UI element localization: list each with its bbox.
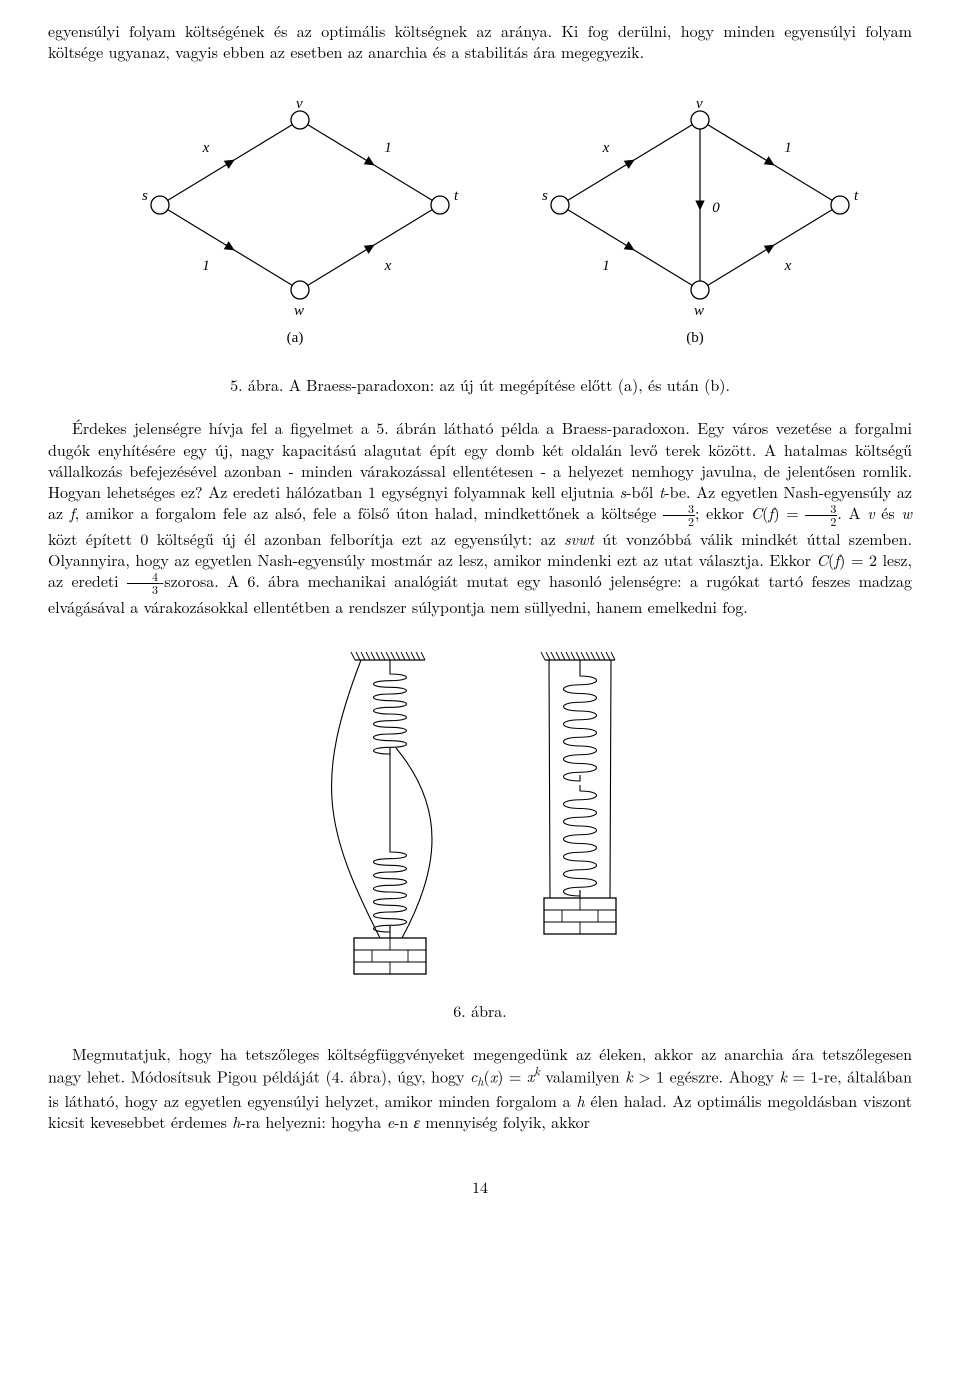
svg-text:s: s bbox=[542, 188, 548, 204]
body-paragraph-2: Érdekes jelenségre hívja fel a figyelmet… bbox=[48, 417, 912, 617]
svg-text:w: w bbox=[294, 303, 304, 319]
svg-text:x: x bbox=[202, 140, 210, 156]
braess-diagram-svg: x 1 1 x s v w t (a) x 1 1 x 0 s v w t (b) bbox=[80, 80, 880, 360]
svg-text:1: 1 bbox=[784, 140, 792, 156]
page-number: 14 bbox=[48, 1176, 912, 1197]
svg-text:1: 1 bbox=[602, 258, 610, 274]
svg-text:(a): (a) bbox=[287, 330, 304, 346]
figure-5: x 1 1 x s v w t (a) x 1 1 x 0 s v w t (b) bbox=[48, 80, 912, 364]
svg-text:x: x bbox=[384, 258, 392, 274]
body-paragraph-3: Megmutatjuk, hogy ha tetszőleges költség… bbox=[48, 1043, 912, 1133]
svg-text:x: x bbox=[602, 140, 610, 156]
svg-text:t: t bbox=[454, 188, 459, 204]
figure-6 bbox=[48, 646, 912, 990]
svg-text:v: v bbox=[696, 96, 703, 112]
svg-text:t: t bbox=[854, 188, 859, 204]
svg-text:w: w bbox=[694, 303, 704, 319]
body-paragraph-1: egyensúlyi folyam költségének és az opti… bbox=[48, 20, 912, 62]
figure-5-caption: 5. ábra. A Braess-paradoxon: az új út me… bbox=[48, 374, 912, 395]
svg-text:1: 1 bbox=[202, 258, 210, 274]
svg-text:x: x bbox=[784, 258, 792, 274]
svg-text:(b): (b) bbox=[686, 330, 704, 346]
figure-6-caption: 6. ábra. bbox=[48, 1000, 912, 1021]
svg-text:s: s bbox=[142, 188, 148, 204]
svg-text:1: 1 bbox=[384, 140, 392, 156]
svg-text:0: 0 bbox=[712, 200, 720, 216]
svg-text:v: v bbox=[296, 96, 303, 112]
spring-diagram-svg bbox=[265, 646, 695, 986]
